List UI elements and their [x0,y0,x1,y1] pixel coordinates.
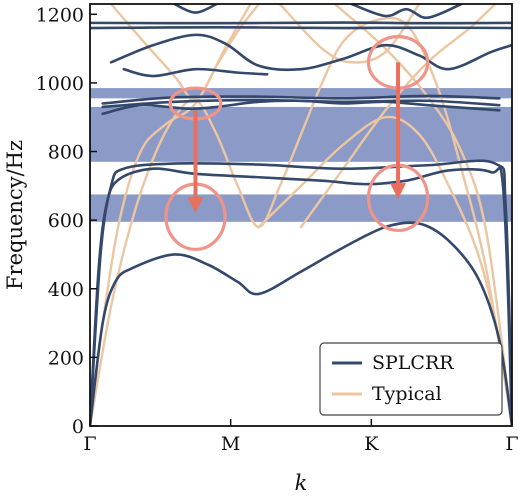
curve-splcrr-12 [350,4,463,20]
legend-label-typical: Typical [372,383,442,405]
band-gap-3 [90,88,512,99]
y-tick-label: 400 [48,279,84,301]
curve-splcrr-1 [90,221,512,426]
x-axis-title: k [295,471,308,495]
x-tick-label: Γ [505,433,518,455]
plot-frame [89,3,513,427]
y-axis-title: Frequency/Hz [3,140,27,290]
curve-splcrr-11 [173,4,218,14]
highlight-layer [164,34,430,251]
legend-label-splcrr: SPLCRR [372,352,454,374]
y-tick-label: 1000 [36,73,84,95]
legend-box [319,342,503,416]
curve-splcrr-6 [101,99,501,116]
y-tick-label: 0 [72,416,84,438]
axis-layer: 0 200 400 600 800 1000 1200 Γ M K Γ [36,4,519,455]
y-tick-label: 800 [48,142,84,164]
curve-typical-4 [278,4,421,64]
curve-splcrr-10 [90,21,512,25]
curve-splcrr-8 [122,67,269,78]
x-tick-label: M [221,433,240,455]
legend: SPLCRR Typical [319,342,503,416]
curve-splcrr-7 [109,33,512,72]
curve-typical-6 [333,4,512,426]
band-gap-1 [90,194,512,222]
x-tick-label: K [364,433,379,455]
y-tick-label: 600 [48,210,84,232]
y-tick-label: 200 [48,347,84,369]
x-tick-label: Γ [83,433,96,455]
band-gap-layer [90,88,512,222]
y-tick-label: 1200 [36,4,84,26]
curve-splcrr-9 [90,26,512,30]
curve-splcrr-3 [90,159,512,426]
